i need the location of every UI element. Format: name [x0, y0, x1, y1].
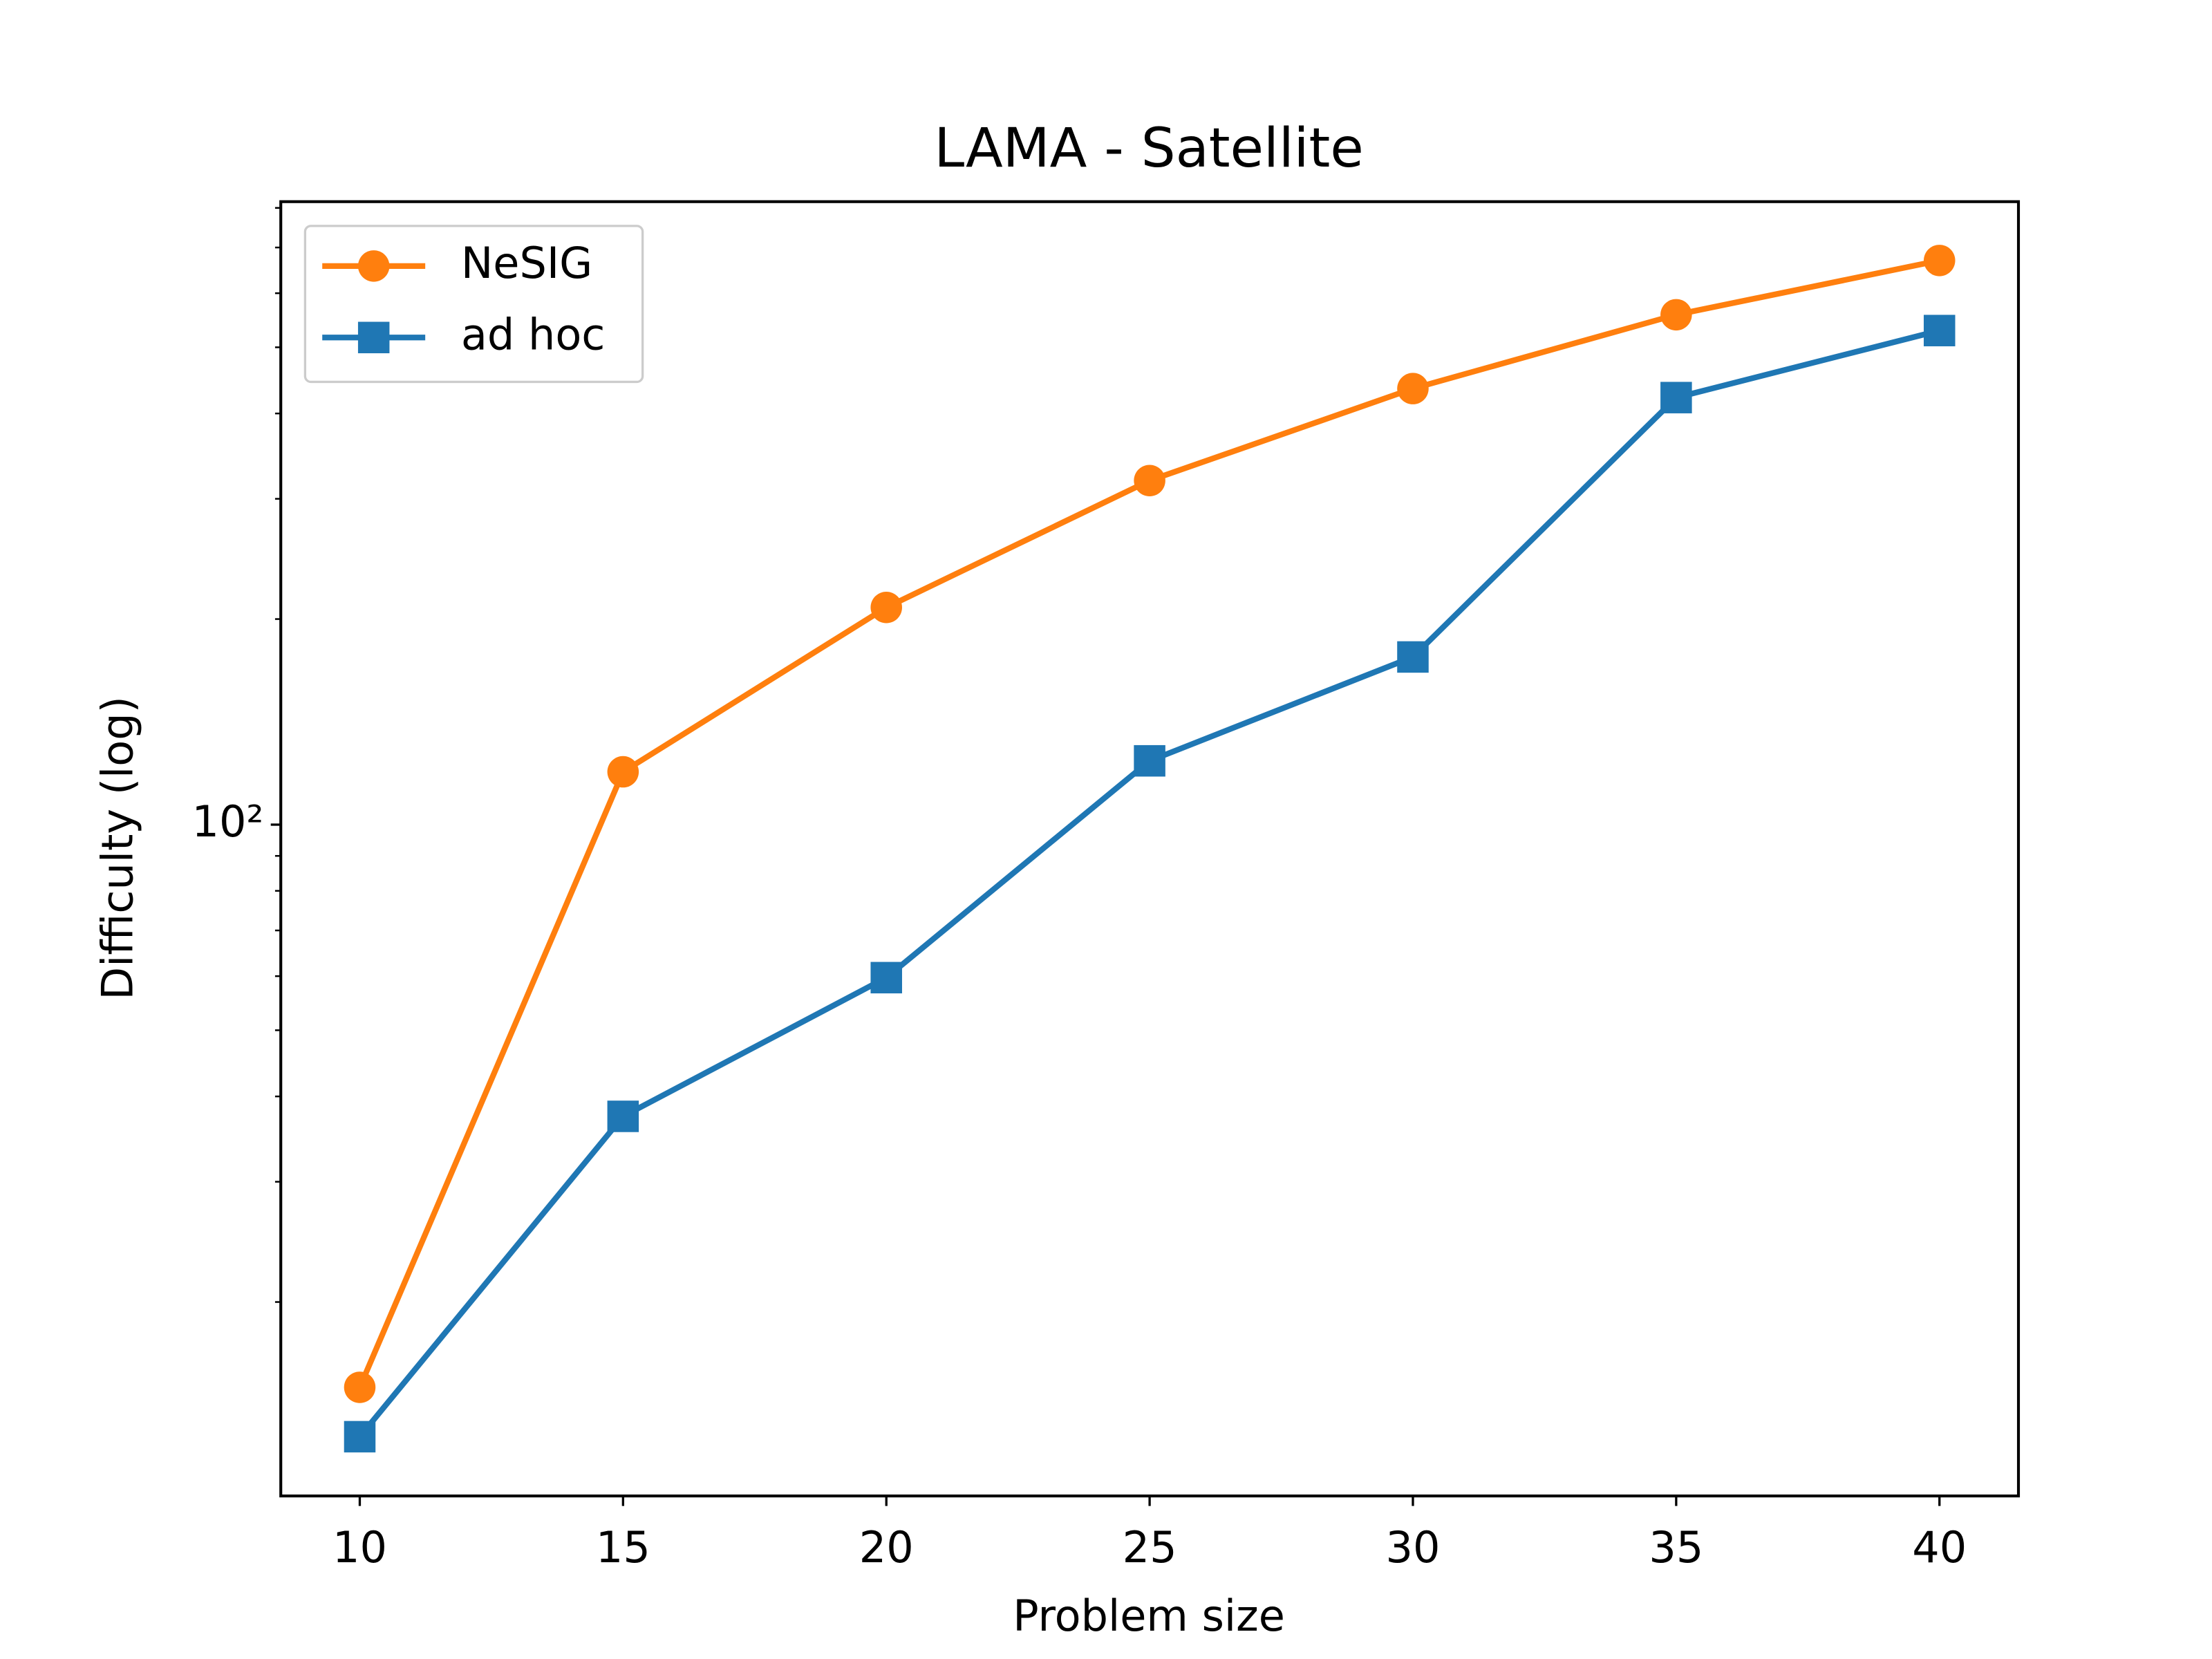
data-point	[870, 962, 902, 994]
x-tick-label: 10	[332, 1522, 387, 1573]
legend-label: NeSIG	[461, 238, 592, 288]
series-line	[357, 328, 1940, 1439]
y-axis-label: Difficulty (log)	[93, 696, 143, 1000]
data-point	[1397, 641, 1429, 673]
chart-title: LAMA - Satellite	[934, 116, 1363, 180]
data-point	[1134, 465, 1165, 497]
legend-label: ad hoc	[461, 309, 606, 359]
data-point	[607, 1100, 639, 1132]
data-point	[870, 591, 902, 624]
legend-marker	[357, 250, 390, 282]
data-point	[1923, 315, 1956, 346]
data-point	[1134, 744, 1165, 777]
x-axis-label: Problem size	[1013, 1591, 1285, 1641]
data-point	[344, 1371, 376, 1403]
x-tick-label: 40	[1912, 1522, 1967, 1573]
x-tick-label: 25	[1123, 1522, 1177, 1573]
data-point	[607, 756, 639, 788]
series-line	[357, 257, 1940, 1389]
legend-marker	[357, 321, 390, 354]
data-point	[344, 1421, 376, 1453]
x-tick-label: 20	[859, 1522, 914, 1573]
y-tick-label: 10²	[192, 796, 264, 847]
data-point	[1397, 373, 1429, 404]
x-tick-label: 35	[1649, 1522, 1703, 1573]
data-point	[1660, 382, 1692, 413]
x-tick-label: 15	[596, 1522, 650, 1573]
data-point	[1660, 299, 1692, 331]
plot-frame	[279, 200, 2021, 1498]
data-point	[1923, 245, 1956, 276]
x-tick-label: 30	[1386, 1522, 1441, 1573]
